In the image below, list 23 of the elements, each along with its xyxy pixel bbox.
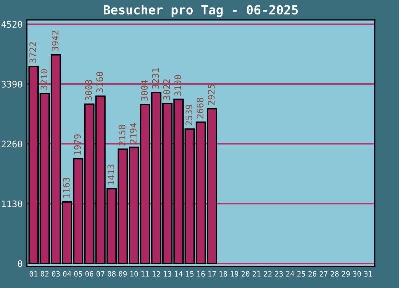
chart-title: Besucher pro Tag - 06-2025 <box>104 5 298 18</box>
data-label: 2925 <box>208 84 215 106</box>
data-label: 1163 <box>63 178 70 198</box>
data-label: 2539 <box>186 105 193 126</box>
data-label: 3231 <box>152 68 160 89</box>
data-label: 3022 <box>163 80 170 100</box>
y-tick-label: 3390 <box>2 81 22 88</box>
data-label: 3008 <box>85 80 92 101</box>
data-label: 2158 <box>118 125 126 146</box>
data-label: 3004 <box>141 80 148 101</box>
data-label: 2194 <box>130 123 137 144</box>
y-tick-label: 4520 <box>2 21 22 28</box>
data-label: 3160 <box>96 72 104 93</box>
data-label: 1979 <box>74 134 82 155</box>
y-tick-label: 2260 <box>2 140 22 148</box>
data-label: 1413 <box>108 164 115 185</box>
y-tick-label: 1130 <box>2 200 22 208</box>
data-label: 3942 <box>52 30 59 52</box>
data-label: 3722 <box>30 42 36 63</box>
y-tick-label: 0 <box>18 260 22 268</box>
data-label: 2668 <box>196 98 204 119</box>
data-label: 3210 <box>40 69 48 90</box>
data-label: 3100 <box>174 75 182 96</box>
